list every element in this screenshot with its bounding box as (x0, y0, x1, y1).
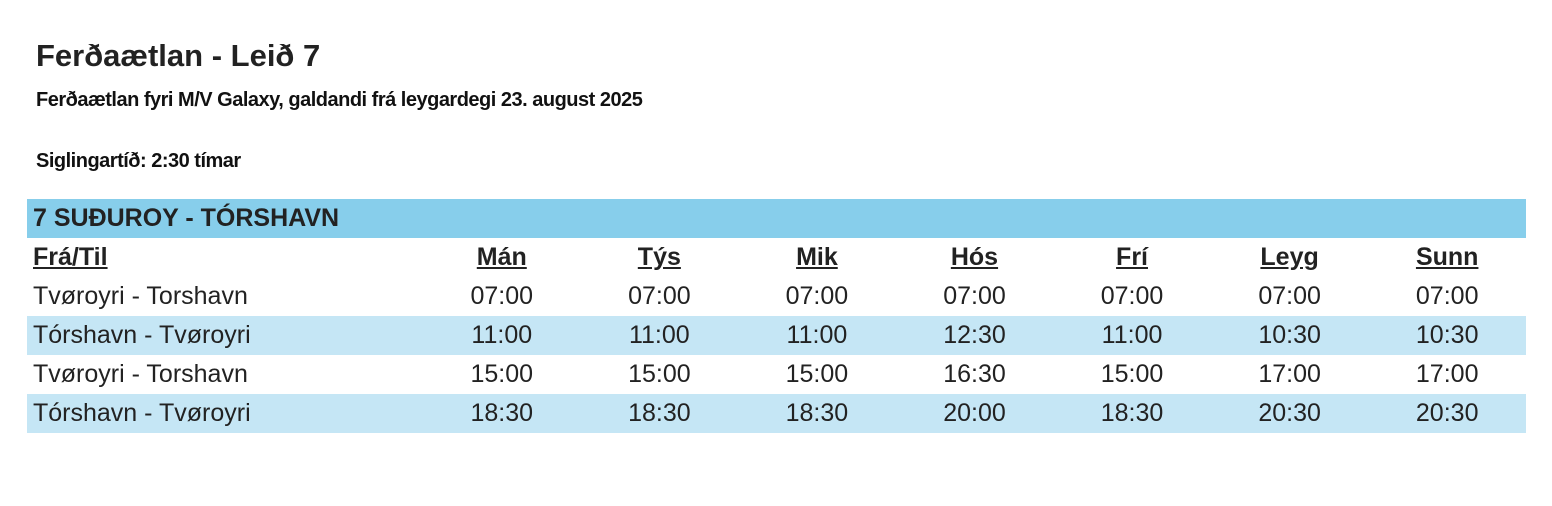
row: Tórshavn - Tvøroyri 11:00 11:00 11:00 12:30 1… (27, 316, 1526, 355)
header-row: Frá/Til Mán Týs Mik Hós Frí Leyg Sunn (27, 238, 1526, 277)
time: 18:30 (580, 394, 739, 433)
time: 20:00 (895, 394, 1054, 433)
time: 07:00 (1100, 282, 1164, 310)
time: 15:00 (1100, 360, 1164, 388)
time: 11:00 (738, 316, 896, 355)
time: 07:00 (628, 282, 691, 310)
column-header: Sunn (1415, 243, 1479, 271)
time: 18:30 (1053, 394, 1211, 433)
time: 11:00 (580, 316, 739, 355)
route-leg: Tvøroyri - Torshavn (33, 282, 248, 310)
time: 07:00 (470, 282, 534, 310)
route-leg: Tórshavn - Tvøroyri (27, 394, 423, 433)
title: Ferðaætlan - Leið 7 (36, 38, 321, 73)
time: 18:30 (423, 394, 581, 433)
timetable: 7 SUÐUROY - TÓRSHAVN Frá/Til Mán Týs Mik Hós… (27, 199, 1526, 433)
row: Tórshavn - Tvøroyri 18:30 18:30 18:30 20:00 1… (27, 394, 1526, 433)
route-leg: Tórshavn - Tvøroyri (27, 316, 423, 355)
time: 20:30 (1368, 394, 1526, 433)
route-row: 7 SUÐUROY - TÓRSHAVN (27, 199, 1526, 238)
time: 07:00 (785, 282, 849, 310)
row: Tvøroyri - Torshavn 15:00 15:00 15:00 16:30 1… (27, 355, 1526, 394)
time: 07:00 (1415, 282, 1479, 310)
column-header: Frá/Til (33, 243, 108, 271)
subtitle: Ferðaætlan fyri M/V Galaxy, galdandi frá… (36, 89, 643, 111)
column-header: Mik (796, 243, 838, 271)
route-leg: Tvøroyri - Torshavn (33, 360, 248, 388)
column-header: Frí (1116, 243, 1148, 271)
column-header: Hós (950, 243, 999, 271)
duration: Siglingartíð: 2:30 tímar (36, 150, 241, 172)
time: 18:30 (738, 394, 896, 433)
time: 11:00 (423, 316, 581, 355)
route: 7 SUÐUROY - TÓRSHAVN (27, 199, 1526, 238)
time: 20:30 (1210, 394, 1369, 433)
column-header: Mán (476, 243, 527, 271)
time: 17:00 (1415, 360, 1479, 388)
time: 10:30 (1210, 316, 1369, 355)
column-header: Týs (637, 243, 681, 271)
time: 07:00 (1258, 282, 1321, 310)
time: 15:00 (470, 360, 534, 388)
time: 07:00 (943, 282, 1006, 310)
time: 15:00 (628, 360, 691, 388)
time: 15:00 (785, 360, 849, 388)
timetable-body: 7 SUÐUROY - TÓRSHAVN Frá/Til Mán Týs Mik Hós… (27, 199, 1526, 433)
time: 17:00 (1258, 360, 1321, 388)
row: Tvøroyri - Torshavn 07:00 07:00 07:00 07:00 0… (27, 277, 1526, 316)
time: 10:30 (1368, 316, 1526, 355)
time: 11:00 (1053, 316, 1211, 355)
time: 16:30 (943, 360, 1006, 388)
column-header: Leyg (1260, 243, 1319, 271)
time: 12:30 (895, 316, 1054, 355)
